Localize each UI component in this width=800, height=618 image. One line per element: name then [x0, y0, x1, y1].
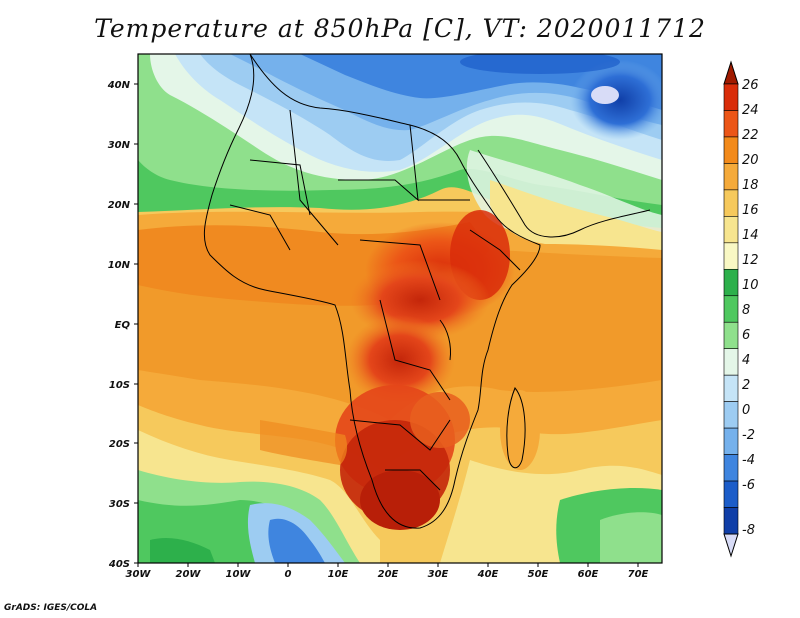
colorbar-labels: 26 24 22 20 18 16 14 12 10 8 6 4 2 0 -2 …: [742, 78, 759, 538]
lat-tick: 10N: [108, 260, 138, 271]
colorbar-segments: [723, 83, 739, 535]
lat-label: 20N: [108, 200, 131, 211]
map-frame: [137, 53, 663, 564]
colorbar-segment: [723, 507, 739, 535]
lon-tick: 10W: [226, 563, 252, 580]
colorbar-label: 10: [742, 278, 759, 293]
colorbar-segment: [723, 295, 739, 323]
lon-label: 60E: [578, 569, 599, 580]
colorbar-label: 14: [742, 228, 759, 243]
lat-tick: 20S: [109, 439, 138, 450]
colorbar-segment: [723, 401, 739, 429]
lat-label: 30S: [109, 499, 130, 510]
lon-label: 70E: [628, 569, 649, 580]
lon-label: 30W: [126, 569, 152, 580]
colorbar-label: 20: [742, 153, 759, 168]
lon-tick: 20E: [378, 563, 399, 580]
colorbar-segment: [723, 189, 739, 217]
colorbar-label: 18: [742, 178, 759, 193]
lon-label: 30E: [428, 569, 449, 580]
lat-tick: 20N: [108, 200, 138, 211]
colorbar-label: 8: [742, 303, 750, 318]
lat-label: 40S: [108, 559, 130, 570]
lat-label: EQ: [115, 320, 131, 331]
lon-label: 10E: [328, 569, 349, 580]
colorbar-segment: [723, 242, 739, 270]
colorbar-label: 22: [742, 128, 759, 143]
colorbar-label: 0: [742, 403, 750, 418]
colorbar-label: 24: [742, 103, 759, 118]
colorbar-segment: [723, 268, 739, 297]
lat-tick: 40N: [107, 80, 138, 91]
lon-tick: 0: [285, 563, 292, 580]
temperature-field: [138, 54, 662, 563]
colorbar-segment: [723, 480, 739, 508]
lat-tick: 30S: [109, 499, 138, 510]
colorbar-segment: [723, 163, 739, 191]
lon-tick: 70E: [628, 563, 649, 580]
colorbar-segment: [723, 427, 739, 455]
lon-tick: 50E: [528, 563, 549, 580]
longitude-axis: 30W 20W 10W 0 10E 20E 30E 40E 50E 60E 70…: [126, 563, 649, 580]
colorbar-segment: [723, 136, 739, 164]
colorbar-segment: [723, 110, 739, 138]
lon-label: 40E: [477, 569, 499, 580]
colorbar-label: -4: [742, 453, 755, 468]
lon-tick: 30E: [428, 563, 449, 580]
lon-label: 0: [285, 569, 292, 580]
lat-label: 40N: [107, 80, 131, 91]
lat-tick: 40S: [108, 559, 138, 570]
lon-label: 10W: [226, 569, 252, 580]
lat-label: 10S: [109, 380, 130, 391]
colorbar-segment: [723, 83, 739, 111]
lat-tick: 30N: [108, 140, 138, 151]
colorbar-segment: [723, 216, 739, 244]
colorbar-label: -6: [742, 478, 755, 493]
grads-credit: GrADS: IGES/COLA: [4, 603, 98, 613]
lon-label: 50E: [528, 569, 549, 580]
colorbar-label: 12: [742, 253, 759, 268]
colorbar-over-arrow: [723, 60, 739, 85]
lat-label: 20S: [109, 439, 130, 450]
colorbar-segment: [723, 321, 739, 350]
coastlines: [203, 54, 651, 529]
lon-tick: 30W: [126, 563, 152, 580]
lon-tick: 20W: [176, 563, 202, 580]
lon-tick: 40E: [477, 563, 499, 580]
colorbar-segment: [723, 374, 739, 402]
lon-label: 20W: [176, 569, 202, 580]
colorbar-segment: [723, 454, 739, 482]
lat-tick: EQ: [115, 320, 138, 331]
lat-label: 10N: [108, 260, 131, 271]
lon-tick: 10E: [328, 563, 349, 580]
colorbar: 26 24 22 20 18 16 14 12 10 8 6 4 2 0 -2 …: [723, 60, 759, 558]
lat-tick: 10S: [109, 380, 138, 391]
colorbar-label: 6: [742, 328, 750, 343]
lon-tick: 60E: [578, 563, 599, 580]
lon-label: 20E: [378, 569, 399, 580]
colorbar-label: 26: [742, 78, 759, 93]
colorbar-under-arrow: [723, 533, 739, 558]
colorbar-label: 4: [742, 353, 750, 368]
colorbar-label: -8: [742, 523, 755, 538]
map-title: Temperature at 850hPa [C], VT: 202001171…: [94, 14, 706, 43]
lat-label: 30N: [108, 140, 131, 151]
colorbar-label: 16: [742, 203, 759, 218]
colorbar-label: -2: [742, 428, 755, 443]
latitude-axis: 40N 30N 20N 10N EQ 10S 20S 30S 40S: [107, 80, 138, 570]
colorbar-label: 2: [742, 378, 750, 393]
colorbar-segment: [723, 348, 739, 376]
